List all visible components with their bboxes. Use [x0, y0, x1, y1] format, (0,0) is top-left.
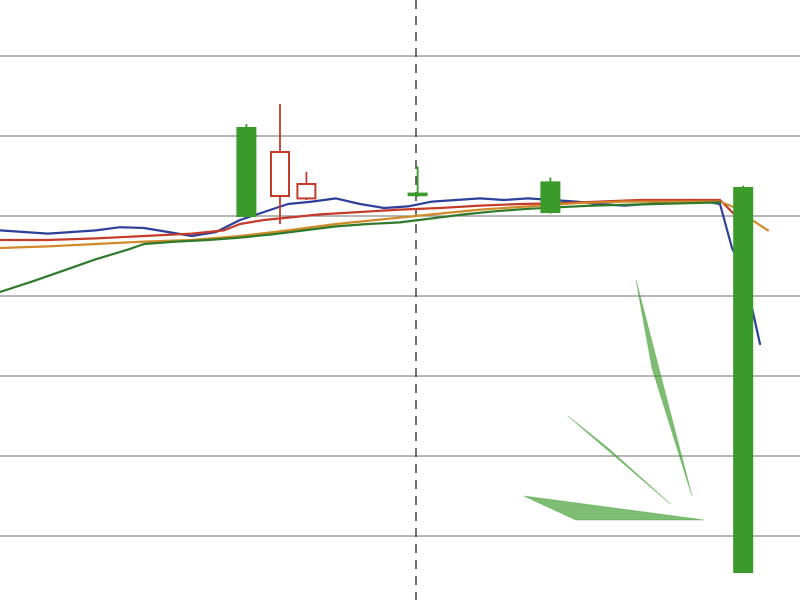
candle-1	[270, 104, 290, 224]
candle-body	[296, 183, 317, 200]
series-ma_slow	[0, 201, 722, 294]
candle-4	[540, 177, 561, 214]
series-lines	[0, 197, 770, 346]
candle-body	[407, 192, 428, 197]
decorations	[523, 279, 705, 521]
decor-triangle-1	[567, 415, 671, 505]
candle-2	[296, 172, 317, 200]
candle-3	[407, 166, 428, 197]
grid	[0, 55, 800, 537]
candle-body	[733, 187, 754, 573]
decor-triangle-0	[635, 279, 693, 497]
candle-5	[733, 185, 754, 573]
candle-body	[236, 127, 257, 217]
decor-triangle-2	[523, 495, 705, 521]
candle-0	[236, 124, 257, 217]
series-ma_fast	[0, 198, 754, 242]
candles	[236, 104, 754, 573]
candle-body	[540, 181, 561, 213]
candle-body	[270, 151, 290, 197]
